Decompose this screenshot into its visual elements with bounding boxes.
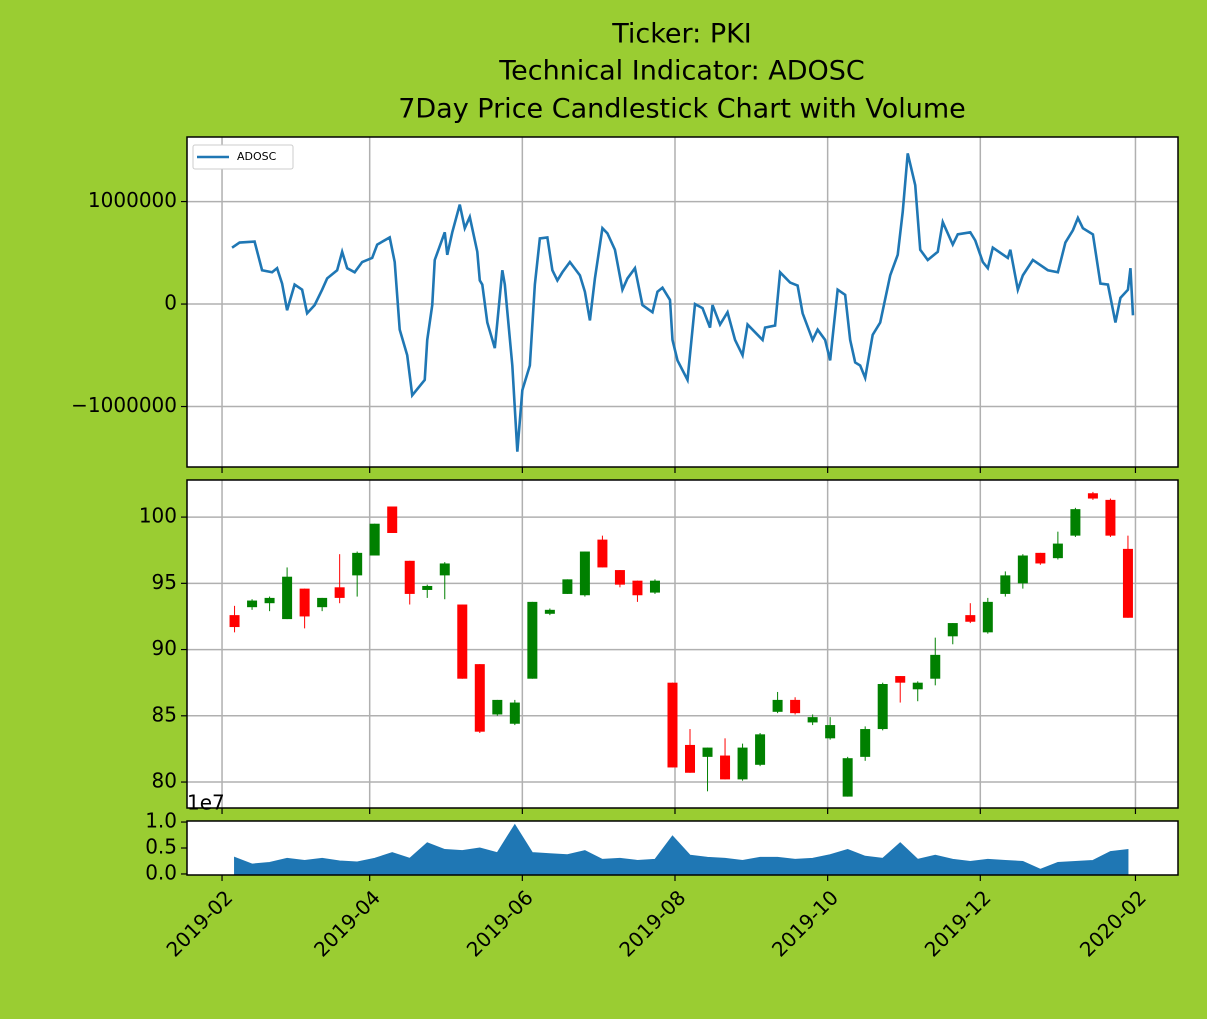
chart-title: 7Day Price Candlestick Chart with Volume [398, 94, 966, 125]
plot-frame [186, 820, 1179, 876]
candle-body [1070, 509, 1081, 536]
candle-body [509, 702, 520, 724]
y-tick-label: 85 [152, 702, 177, 726]
candle-body [720, 755, 731, 780]
y-tick-label: 0 [164, 291, 177, 315]
plot-area [187, 480, 1178, 808]
candle-body [649, 580, 660, 593]
candle-body [860, 729, 871, 757]
candle-body [772, 699, 783, 712]
line [231, 153, 1135, 452]
y-tick-label: 0.5 [145, 835, 177, 859]
chart-title: Ticker: PKI [611, 19, 752, 50]
candle-body [264, 597, 275, 604]
candle-body [1105, 499, 1116, 536]
candle-body [947, 623, 958, 637]
candle-body [562, 579, 573, 594]
candle-body [282, 576, 293, 620]
candle-body [404, 560, 415, 594]
candle-body [825, 725, 836, 739]
candle-body [247, 600, 258, 608]
candle-body [369, 523, 380, 556]
candle-body [597, 539, 608, 568]
plot-frame [186, 479, 1179, 809]
candle-body [334, 587, 345, 598]
candle-body [632, 580, 643, 596]
candle-body [982, 601, 993, 633]
candle-body [544, 609, 555, 614]
candle-body [457, 604, 468, 679]
chart-title: Technical Indicator: ADOSC [498, 56, 865, 87]
candle-body [1017, 555, 1028, 584]
plot-frame [186, 136, 1179, 468]
candle-body [842, 758, 853, 797]
candle-body [1087, 493, 1098, 499]
candle-body [807, 717, 818, 723]
candle-body [1122, 548, 1133, 618]
candle-body [439, 563, 450, 576]
plot-area [187, 137, 1178, 467]
candle-body [387, 506, 398, 533]
axis-offset-label: 1e7 [187, 791, 225, 815]
candle-body [1052, 543, 1063, 559]
legend-label: ADOSC [237, 150, 277, 163]
y-tick-label: 80 [152, 769, 177, 793]
candle-body [667, 682, 678, 768]
y-tick-label: 0.0 [145, 860, 177, 884]
candle-body [737, 747, 748, 780]
candle-body [965, 615, 976, 622]
candle-body [474, 664, 485, 732]
candle-body [877, 684, 888, 730]
candle-body [317, 597, 328, 608]
candle-body [1035, 552, 1046, 564]
candle-body [895, 676, 906, 683]
y-tick-label: −1000000 [71, 393, 177, 417]
y-tick-label: 95 [152, 570, 177, 594]
candle-body [527, 601, 538, 679]
candle-body [352, 552, 363, 576]
candle-body [912, 682, 923, 690]
legend-box [192, 144, 294, 170]
candle-body [229, 615, 240, 628]
candle-body [790, 699, 801, 714]
area [234, 823, 1129, 875]
y-tick-label: 1.0 [145, 809, 177, 833]
candle-body [755, 734, 766, 765]
candle-body [1000, 575, 1011, 594]
candle-body [422, 585, 433, 590]
candle-body [579, 551, 590, 596]
candle-body [685, 744, 696, 773]
candle-body [299, 588, 310, 617]
candle-body [702, 747, 713, 757]
candle-body [492, 699, 503, 715]
candle-body [614, 570, 625, 585]
y-tick-label: 100 [139, 504, 177, 528]
y-tick-label: 1000000 [88, 188, 177, 212]
candle-body [930, 654, 941, 679]
y-tick-label: 90 [152, 636, 177, 660]
